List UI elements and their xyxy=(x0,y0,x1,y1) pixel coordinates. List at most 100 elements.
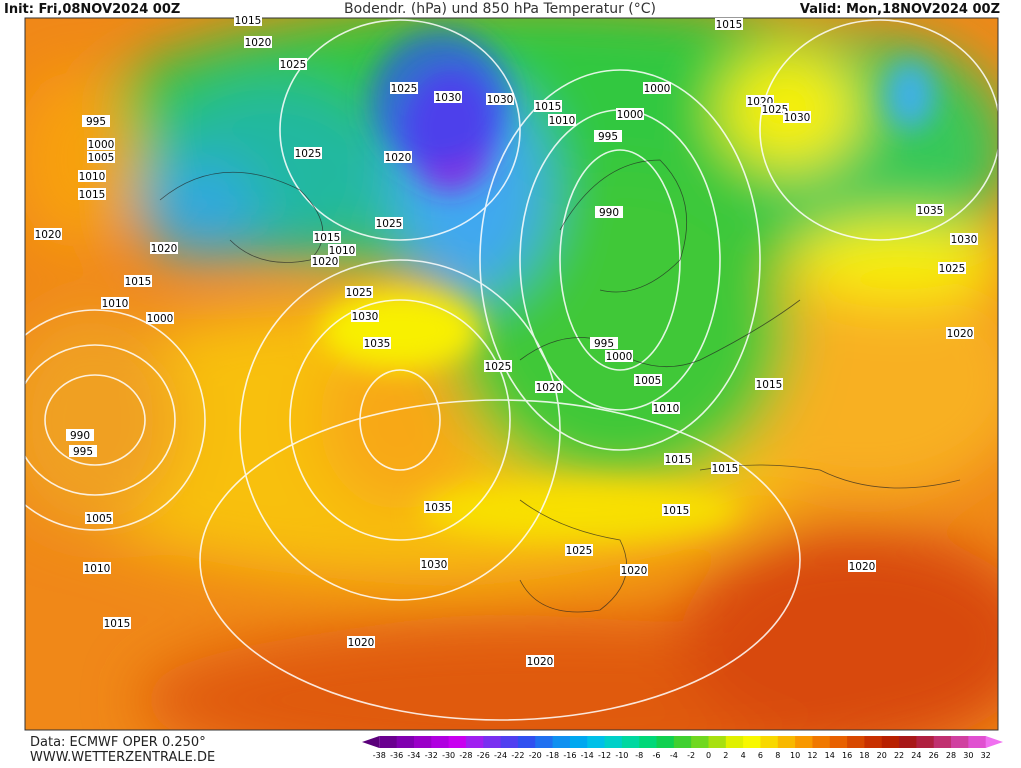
isobar-label: 1035 xyxy=(425,502,452,514)
colorbar-label: -10 xyxy=(615,751,628,760)
map-frame xyxy=(24,17,999,731)
isobar-label: 1020 xyxy=(348,637,375,649)
isobar-label: 1020 xyxy=(947,328,974,340)
isobar-label-box xyxy=(103,617,131,629)
isobar-label-box xyxy=(34,228,62,240)
isobar-label-box xyxy=(311,255,339,267)
colorbar-label: 8 xyxy=(775,751,780,760)
isobar-label: 990 xyxy=(70,430,90,442)
isobar-label: 1015 xyxy=(104,618,131,630)
colorbar-label: -36 xyxy=(390,751,403,760)
isobar-label-box xyxy=(548,114,576,126)
colorbar-bin xyxy=(500,736,519,748)
colorbar-bin xyxy=(517,736,536,748)
isobar-label-box xyxy=(390,82,418,94)
isobar-label: 1010 xyxy=(549,115,576,127)
isobar-label-box xyxy=(946,327,974,339)
colorbar-bin xyxy=(743,736,761,748)
isobar-label-box xyxy=(101,297,129,309)
isobar-label-box xyxy=(848,560,876,572)
isobar-label: 1015 xyxy=(663,505,690,517)
isobar-label: 1015 xyxy=(712,463,739,475)
isobar-label-box xyxy=(535,381,563,393)
isobar-label-box xyxy=(82,115,110,127)
isobar-label-box xyxy=(146,312,174,324)
colorbar-label: -18 xyxy=(546,751,559,760)
colorbar-label: 4 xyxy=(741,751,746,760)
isobar-label: 1030 xyxy=(487,94,514,106)
isobar-label-box xyxy=(87,138,115,150)
colorbar-bin xyxy=(916,736,935,748)
isobar-label: 1025 xyxy=(939,263,966,275)
isobar-label-box xyxy=(78,188,106,200)
colorbar-bin xyxy=(829,736,848,748)
isobar-label: 1010 xyxy=(79,171,106,183)
isobar-labels: 1015 1020 1025 1025 1030 1030 1015 1010 1000 1000… xyxy=(34,14,978,668)
colorbar-bin xyxy=(673,736,692,748)
isobar-label-box xyxy=(594,130,622,142)
colorbar-bin xyxy=(933,736,952,748)
colorbar-label: -26 xyxy=(477,751,490,760)
isobar-label: 995 xyxy=(594,338,614,350)
colorbar-bin xyxy=(656,736,675,748)
isobar-label-box xyxy=(83,562,111,574)
isobar-label-box xyxy=(384,151,412,163)
isobar-label-box xyxy=(87,151,115,163)
isobar-label: 1030 xyxy=(352,311,379,323)
colorbar-label: -8 xyxy=(635,751,643,760)
isobar-label: 1000 xyxy=(88,139,115,151)
colorbar-label: -32 xyxy=(425,751,438,760)
isobar-label: 1020 xyxy=(621,565,648,577)
isobar-label-box xyxy=(590,337,618,349)
isobar-label: 995 xyxy=(73,446,93,458)
isobar-label: 1020 xyxy=(151,243,178,255)
isobar-label: 1000 xyxy=(644,83,671,95)
colorbar-bin xyxy=(777,736,796,748)
isobar-label: 1030 xyxy=(784,112,811,124)
isobar-label-box xyxy=(279,58,307,70)
isobar-label-box xyxy=(620,564,648,576)
isobar-label: 1025 xyxy=(391,83,418,95)
init-time: Init: Fri,08NOV2024 00Z xyxy=(4,2,180,17)
colorbar-label: 24 xyxy=(911,751,921,760)
isobar-label-box xyxy=(375,217,403,229)
colorbar-label: -38 xyxy=(373,751,386,760)
colorbar-label: 30 xyxy=(963,751,973,760)
isobar-label-box xyxy=(634,374,662,386)
isobar-label-box xyxy=(66,429,94,441)
isobar-label-box xyxy=(244,36,272,48)
isobar-label-box xyxy=(294,147,322,159)
colorbar-label: 6 xyxy=(758,751,763,760)
isobar-label-box xyxy=(420,558,448,570)
isobar-label-box xyxy=(434,91,462,103)
colorbar-bin xyxy=(413,736,432,748)
colorbar-label: 16 xyxy=(842,751,852,760)
isobar-label-box xyxy=(347,636,375,648)
colorbar-bin xyxy=(951,736,969,748)
colorbar-label: -30 xyxy=(442,751,455,760)
isobar-label: 990 xyxy=(599,207,619,219)
isobar-label: 1025 xyxy=(280,59,307,71)
colorbar-label: 32 xyxy=(981,751,991,760)
colorbar-label: 26 xyxy=(929,751,939,760)
colorbar-bin xyxy=(448,736,467,748)
colorbar-label: -24 xyxy=(494,751,507,760)
isobar-label: 1015 xyxy=(716,19,743,31)
colorbar-bin xyxy=(899,736,917,748)
isobar-label: 1020 xyxy=(385,152,412,164)
isobar-label: 1020 xyxy=(312,256,339,268)
colorbar-label: 0 xyxy=(706,751,711,760)
colorbar-label: -14 xyxy=(581,751,594,760)
isobar-label-box xyxy=(616,108,644,120)
isobar-label: 995 xyxy=(86,116,106,128)
colorbar-bin xyxy=(847,736,865,748)
isobar-label: 1035 xyxy=(917,205,944,217)
isobar-label: 1025 xyxy=(485,361,512,373)
isobar-label-box xyxy=(534,100,562,112)
colorbar-arrow xyxy=(362,736,380,748)
isobars xyxy=(25,19,998,721)
colorbar-bin xyxy=(864,736,883,748)
